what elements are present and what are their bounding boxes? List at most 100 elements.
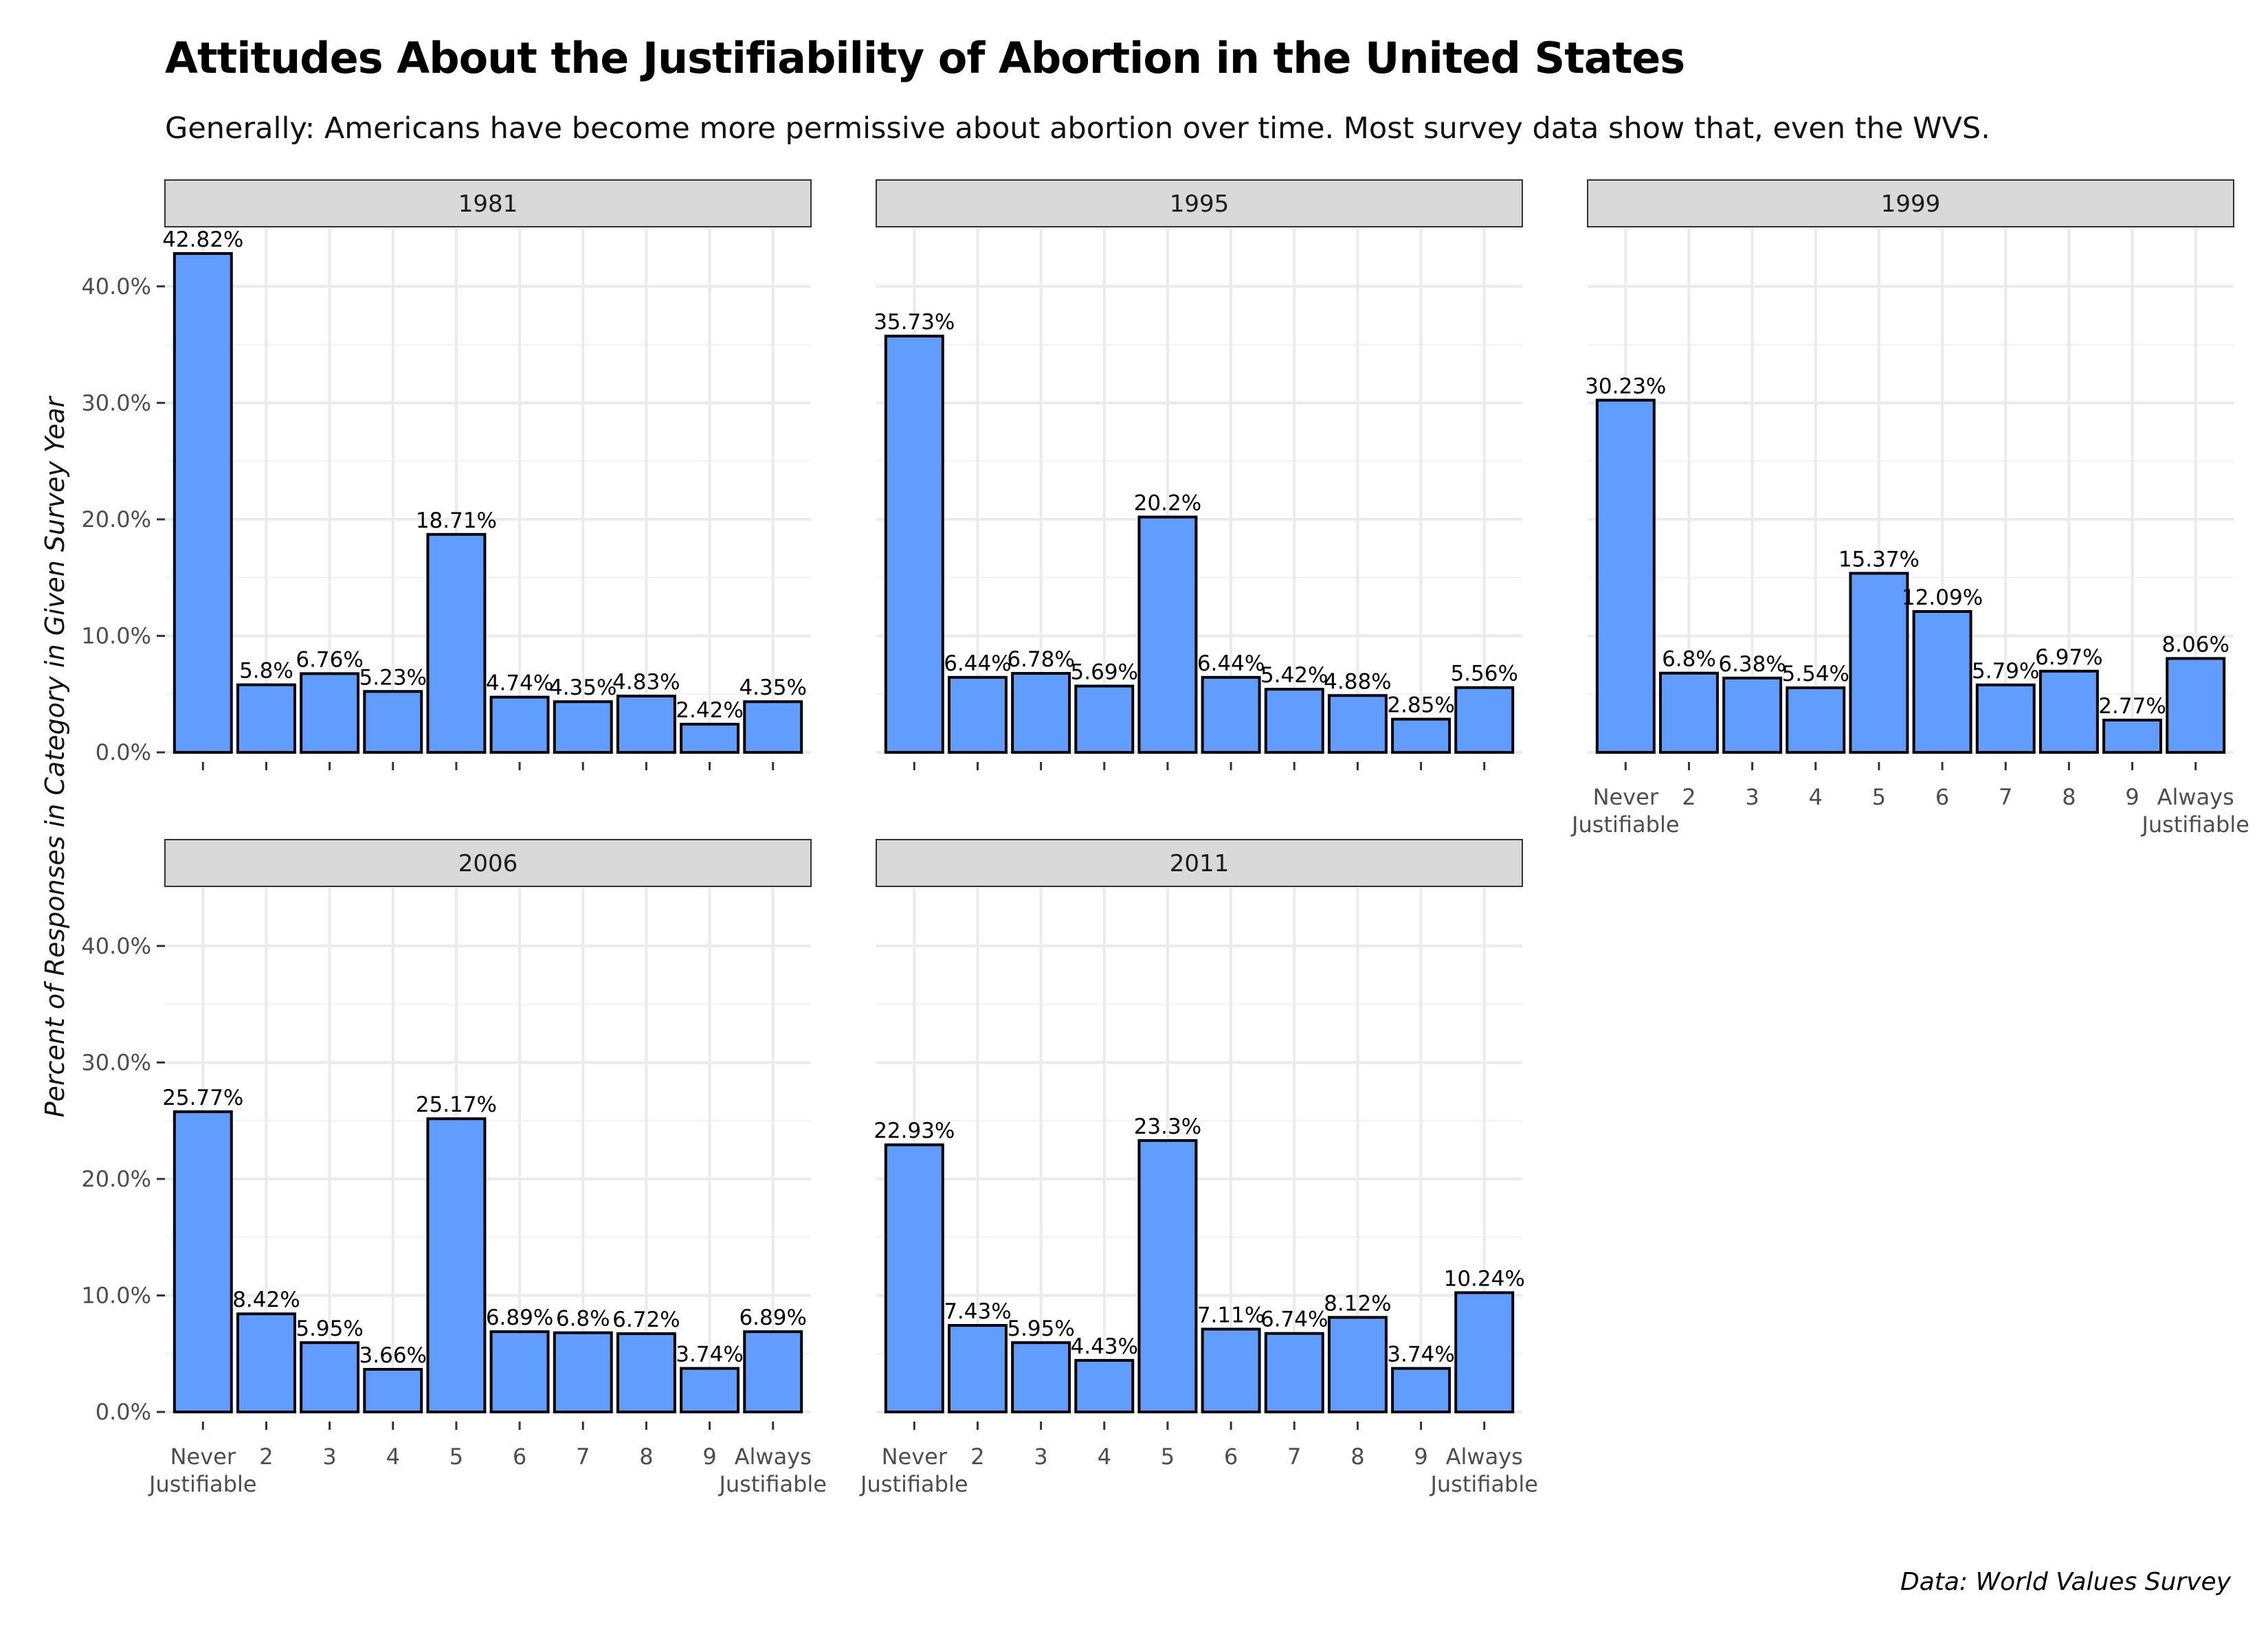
bar-2011-4 [1074, 1358, 1135, 1413]
bar-1995-6 [1201, 675, 1261, 754]
bar-2011-1 [884, 1143, 944, 1413]
x-tick-label-line: 9 [2125, 784, 2139, 810]
bar-2006-9 [680, 1367, 740, 1413]
data-label-1999-10: 8.06% [2161, 632, 2229, 657]
x-tick-label-2: 2 [1682, 784, 1696, 810]
bar-1995-5 [1137, 515, 1198, 754]
panel-strip-2006 [164, 839, 812, 887]
bar-1995-2 [947, 675, 1008, 754]
data-label-1999-1: 30.23% [1585, 374, 1666, 399]
x-tick-label-10: Always Justifiable [1429, 1444, 1537, 1497]
bar-1999-4 [1786, 686, 1846, 754]
x-tick-label-line: 3 [322, 1444, 336, 1470]
x-tick-label-1: Never Justifiable [148, 1444, 256, 1497]
data-label-2011-1: 22.93% [874, 1119, 955, 1143]
data-label-2006-5: 25.17% [416, 1092, 497, 1117]
x-tick-label-line: Justifiable [718, 1471, 826, 1497]
x-tick-label-line: Justifiable [148, 1471, 256, 1497]
y-tick-label: 40.0% [81, 933, 151, 959]
x-tick-label-10: Always Justifiable [718, 1444, 826, 1497]
data-label-2006-9: 3.74% [676, 1343, 743, 1367]
bar-1981-10 [743, 700, 803, 754]
data-label-1981-8: 4.83% [612, 670, 680, 695]
bar-1981-1 [173, 251, 233, 754]
data-label-1995-8: 4.88% [1324, 669, 1391, 694]
x-tick-label-line: 6 [513, 1444, 526, 1470]
x-tick-label-line: Justifiable [1570, 811, 1679, 838]
data-label-1981-2: 5.8% [239, 659, 293, 684]
y-tick-label: 20.0% [81, 506, 151, 532]
x-tick-label-8: 8 [1350, 1444, 1364, 1470]
data-label-2011-5: 23.3% [1134, 1114, 1201, 1139]
bar-2011-9 [1391, 1367, 1452, 1413]
x-tick-label-7: 7 [576, 1444, 590, 1470]
data-label-2006-10: 6.89% [739, 1305, 806, 1330]
data-label-1981-4: 5.23% [359, 665, 427, 690]
x-tick-label-9: 9 [2125, 784, 2139, 810]
x-tick-label-3: 3 [322, 1444, 336, 1470]
bar-2006-1 [173, 1110, 233, 1413]
x-tick-label-5: 5 [1161, 1444, 1175, 1470]
x-tick-label-line: 2 [1682, 784, 1696, 810]
x-tick-label-1: Never Justifiable [1570, 784, 1679, 838]
x-tick-label-5: 5 [449, 1444, 463, 1470]
data-label-2006-7: 6.8% [556, 1307, 610, 1332]
data-label-1995-2: 6.44% [944, 651, 1011, 676]
data-label-2011-7: 6.74% [1260, 1308, 1328, 1332]
x-tick-label-line: Justifiable [1429, 1471, 1537, 1497]
data-label-2011-10: 10.24% [1444, 1266, 1525, 1291]
x-tick-label-line: 5 [1161, 1444, 1175, 1470]
bar-1999-1 [1595, 399, 1656, 754]
bar-2011-3 [1011, 1341, 1071, 1414]
x-tick-label-line: Never [170, 1444, 236, 1470]
x-tick-label-line: 7 [576, 1444, 590, 1470]
bar-2006-8 [616, 1332, 676, 1414]
data-label-2006-6: 6.89% [486, 1305, 553, 1330]
x-tick-label-line: Never [882, 1444, 948, 1470]
panel-strip-2011 [876, 839, 1523, 887]
data-label-2006-3: 5.95% [296, 1316, 363, 1341]
data-label-1999-3: 6.38% [1718, 652, 1786, 677]
bar-2006-2 [236, 1312, 296, 1414]
data-label-1995-6: 6.44% [1197, 651, 1265, 676]
bar-2006-7 [553, 1331, 613, 1414]
data-label-2011-8: 8.12% [1324, 1291, 1391, 1316]
x-tick-label-line: 3 [1034, 1444, 1047, 1470]
data-label-2011-2: 7.43% [944, 1299, 1011, 1324]
x-tick-label-5: 5 [1872, 784, 1886, 810]
x-tick-label-8: 8 [639, 1444, 653, 1470]
bar-2006-3 [300, 1341, 360, 1414]
x-tick-label-line: 4 [386, 1444, 400, 1470]
bar-1995-9 [1391, 717, 1452, 754]
data-label-1981-3: 6.76% [296, 647, 363, 672]
x-tick-label-9: 9 [1414, 1444, 1427, 1470]
data-label-1981-6: 4.74% [486, 671, 553, 696]
data-label-1981-10: 4.35% [739, 675, 806, 700]
x-tick-label-line: 8 [2062, 784, 2076, 810]
x-tick-label-1: Never Justifiable [859, 1444, 968, 1497]
data-label-1999-6: 12.09% [1902, 585, 1983, 610]
x-tick-label-line: 6 [1935, 784, 1949, 810]
bar-1995-10 [1454, 686, 1515, 754]
x-tick-label-line: 4 [1098, 1444, 1111, 1470]
bar-1981-5 [426, 532, 487, 754]
x-tick-label-6: 6 [1935, 784, 1949, 810]
x-tick-label-line: 5 [449, 1444, 463, 1470]
panel-strip-label-1995: 1995 [1170, 190, 1230, 218]
y-tick-label: 10.0% [81, 622, 151, 649]
data-label-1999-2: 6.8% [1662, 647, 1716, 672]
data-label-1995-9: 2.85% [1387, 693, 1454, 718]
x-tick-label-line: 6 [1224, 1444, 1238, 1470]
x-tick-label-line: 4 [1809, 784, 1823, 810]
bar-1999-3 [1722, 676, 1783, 754]
data-label-1981-5: 18.71% [416, 508, 497, 533]
x-tick-label-line: 8 [1350, 1444, 1364, 1470]
data-label-2006-4: 3.66% [359, 1343, 427, 1368]
x-tick-label-3: 3 [1745, 784, 1759, 810]
x-tick-label-line: 9 [1414, 1444, 1427, 1470]
bar-1981-6 [489, 695, 550, 754]
bar-1981-8 [616, 695, 676, 754]
bar-1995-3 [1011, 672, 1071, 754]
data-label-1981-9: 2.42% [676, 698, 743, 723]
